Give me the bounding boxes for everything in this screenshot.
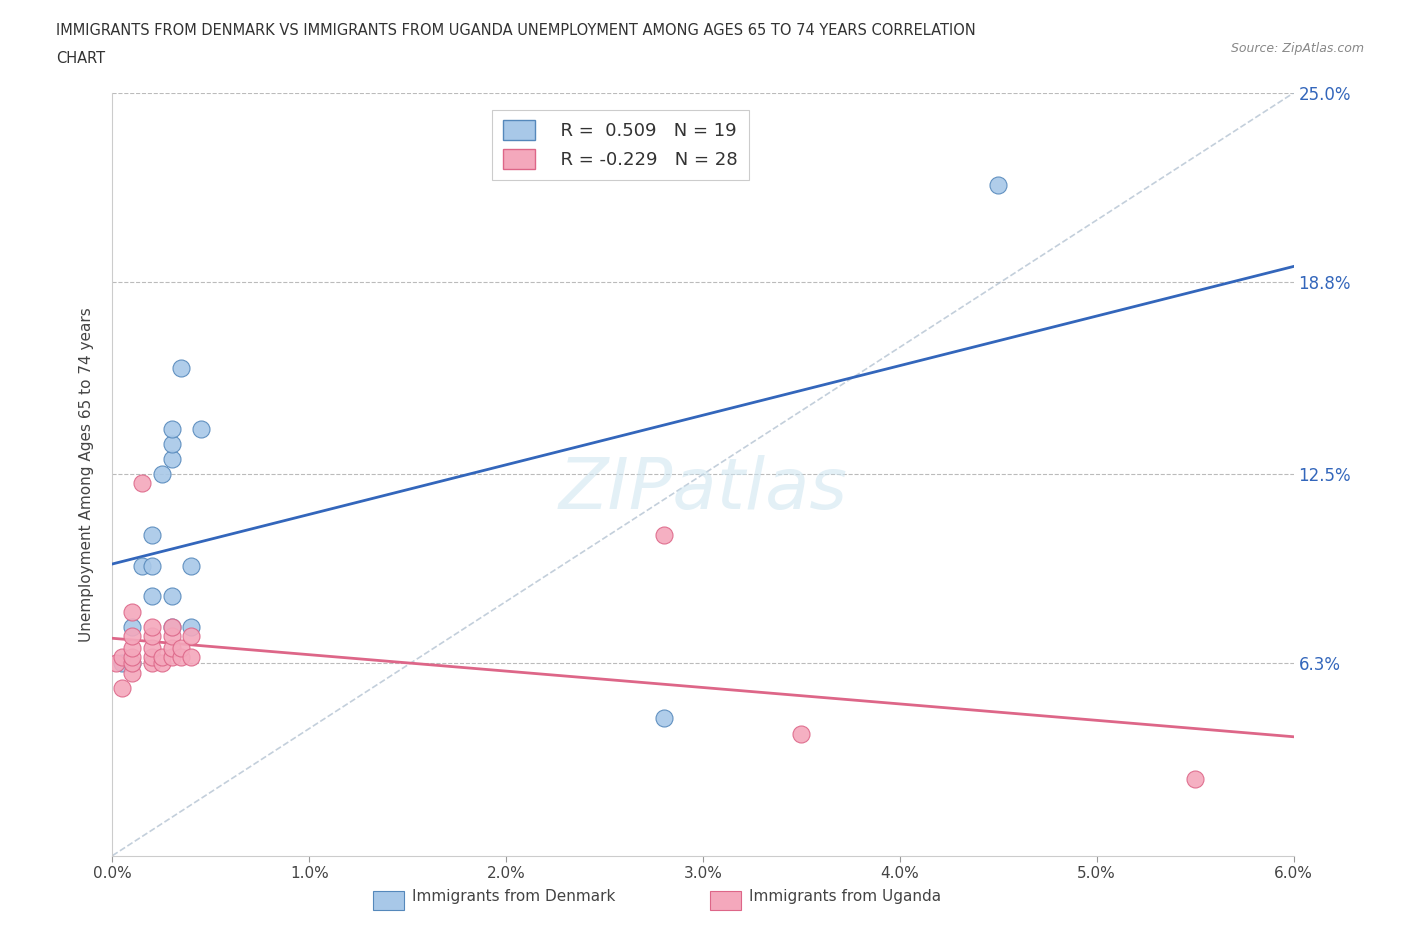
Point bbox=[121, 629, 143, 644]
Point bbox=[180, 619, 202, 634]
Text: ZIPatlas: ZIPatlas bbox=[558, 455, 848, 524]
Point bbox=[121, 619, 143, 634]
Point bbox=[180, 558, 202, 573]
Point bbox=[150, 650, 173, 665]
Point bbox=[141, 589, 163, 604]
Point bbox=[150, 467, 173, 482]
Point bbox=[160, 641, 183, 656]
Point bbox=[790, 726, 813, 741]
Point bbox=[180, 650, 202, 665]
Point bbox=[160, 650, 183, 665]
Point bbox=[141, 528, 163, 543]
Point bbox=[160, 452, 183, 467]
Point bbox=[160, 589, 183, 604]
Point bbox=[160, 421, 183, 436]
Point bbox=[111, 681, 134, 696]
Point bbox=[1184, 772, 1206, 787]
Text: IMMIGRANTS FROM DENMARK VS IMMIGRANTS FROM UGANDA UNEMPLOYMENT AMONG AGES 65 TO : IMMIGRANTS FROM DENMARK VS IMMIGRANTS FR… bbox=[56, 23, 976, 38]
Point bbox=[141, 656, 163, 671]
Point bbox=[105, 656, 128, 671]
Point bbox=[180, 629, 202, 644]
Point bbox=[111, 656, 134, 671]
Point bbox=[150, 656, 173, 671]
Point bbox=[141, 619, 163, 634]
Point bbox=[170, 650, 193, 665]
Text: CHART: CHART bbox=[56, 51, 105, 66]
Point bbox=[190, 421, 212, 436]
Point bbox=[160, 629, 183, 644]
Point bbox=[987, 177, 1010, 192]
Point bbox=[121, 641, 143, 656]
Text: Immigrants from Denmark: Immigrants from Denmark bbox=[412, 889, 616, 904]
Point bbox=[121, 656, 143, 671]
Legend:   R =  0.509   N = 19,   R = -0.229   N = 28: R = 0.509 N = 19, R = -0.229 N = 28 bbox=[492, 110, 749, 180]
Point bbox=[170, 641, 193, 656]
Point bbox=[121, 656, 143, 671]
Point bbox=[141, 641, 163, 656]
Point bbox=[170, 360, 193, 375]
Point bbox=[141, 629, 163, 644]
Point bbox=[160, 619, 183, 634]
Y-axis label: Unemployment Among Ages 65 to 74 years: Unemployment Among Ages 65 to 74 years bbox=[79, 307, 94, 642]
Point bbox=[121, 650, 143, 665]
Point bbox=[160, 619, 183, 634]
Point bbox=[652, 711, 675, 725]
Point bbox=[141, 650, 163, 665]
Point bbox=[111, 650, 134, 665]
Point bbox=[131, 558, 153, 573]
Point bbox=[131, 476, 153, 491]
Text: Source: ZipAtlas.com: Source: ZipAtlas.com bbox=[1230, 42, 1364, 55]
Point bbox=[652, 528, 675, 543]
Point bbox=[141, 558, 163, 573]
Point bbox=[121, 665, 143, 680]
Text: Immigrants from Uganda: Immigrants from Uganda bbox=[749, 889, 942, 904]
Point bbox=[121, 604, 143, 619]
Point bbox=[160, 436, 183, 451]
